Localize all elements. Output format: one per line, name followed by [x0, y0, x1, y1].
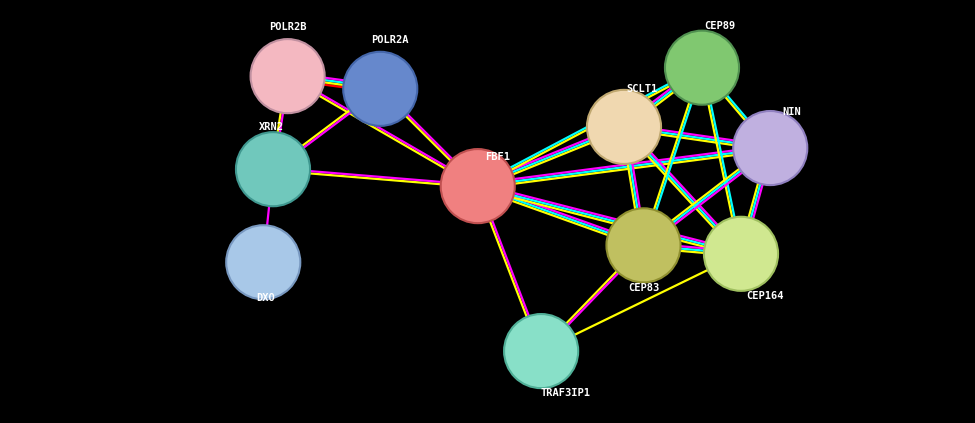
Ellipse shape — [704, 217, 778, 291]
Ellipse shape — [733, 111, 807, 185]
Ellipse shape — [665, 30, 739, 105]
Text: XRN2: XRN2 — [258, 122, 284, 132]
Text: POLR2B: POLR2B — [269, 22, 306, 33]
Text: CEP89: CEP89 — [704, 21, 735, 31]
Ellipse shape — [226, 225, 300, 299]
Text: SCLT1: SCLT1 — [626, 84, 657, 94]
Ellipse shape — [343, 52, 417, 126]
Text: DXO: DXO — [255, 293, 275, 303]
Text: TRAF3IP1: TRAF3IP1 — [540, 387, 591, 398]
Ellipse shape — [504, 314, 578, 388]
Text: CEP83: CEP83 — [628, 283, 659, 293]
Ellipse shape — [251, 39, 325, 113]
Text: CEP164: CEP164 — [747, 291, 784, 301]
Ellipse shape — [587, 90, 661, 164]
Text: POLR2A: POLR2A — [371, 35, 409, 45]
Text: NIN: NIN — [782, 107, 801, 117]
Ellipse shape — [606, 208, 681, 283]
Ellipse shape — [441, 149, 515, 223]
Text: FBF1: FBF1 — [485, 151, 510, 162]
Ellipse shape — [236, 132, 310, 206]
